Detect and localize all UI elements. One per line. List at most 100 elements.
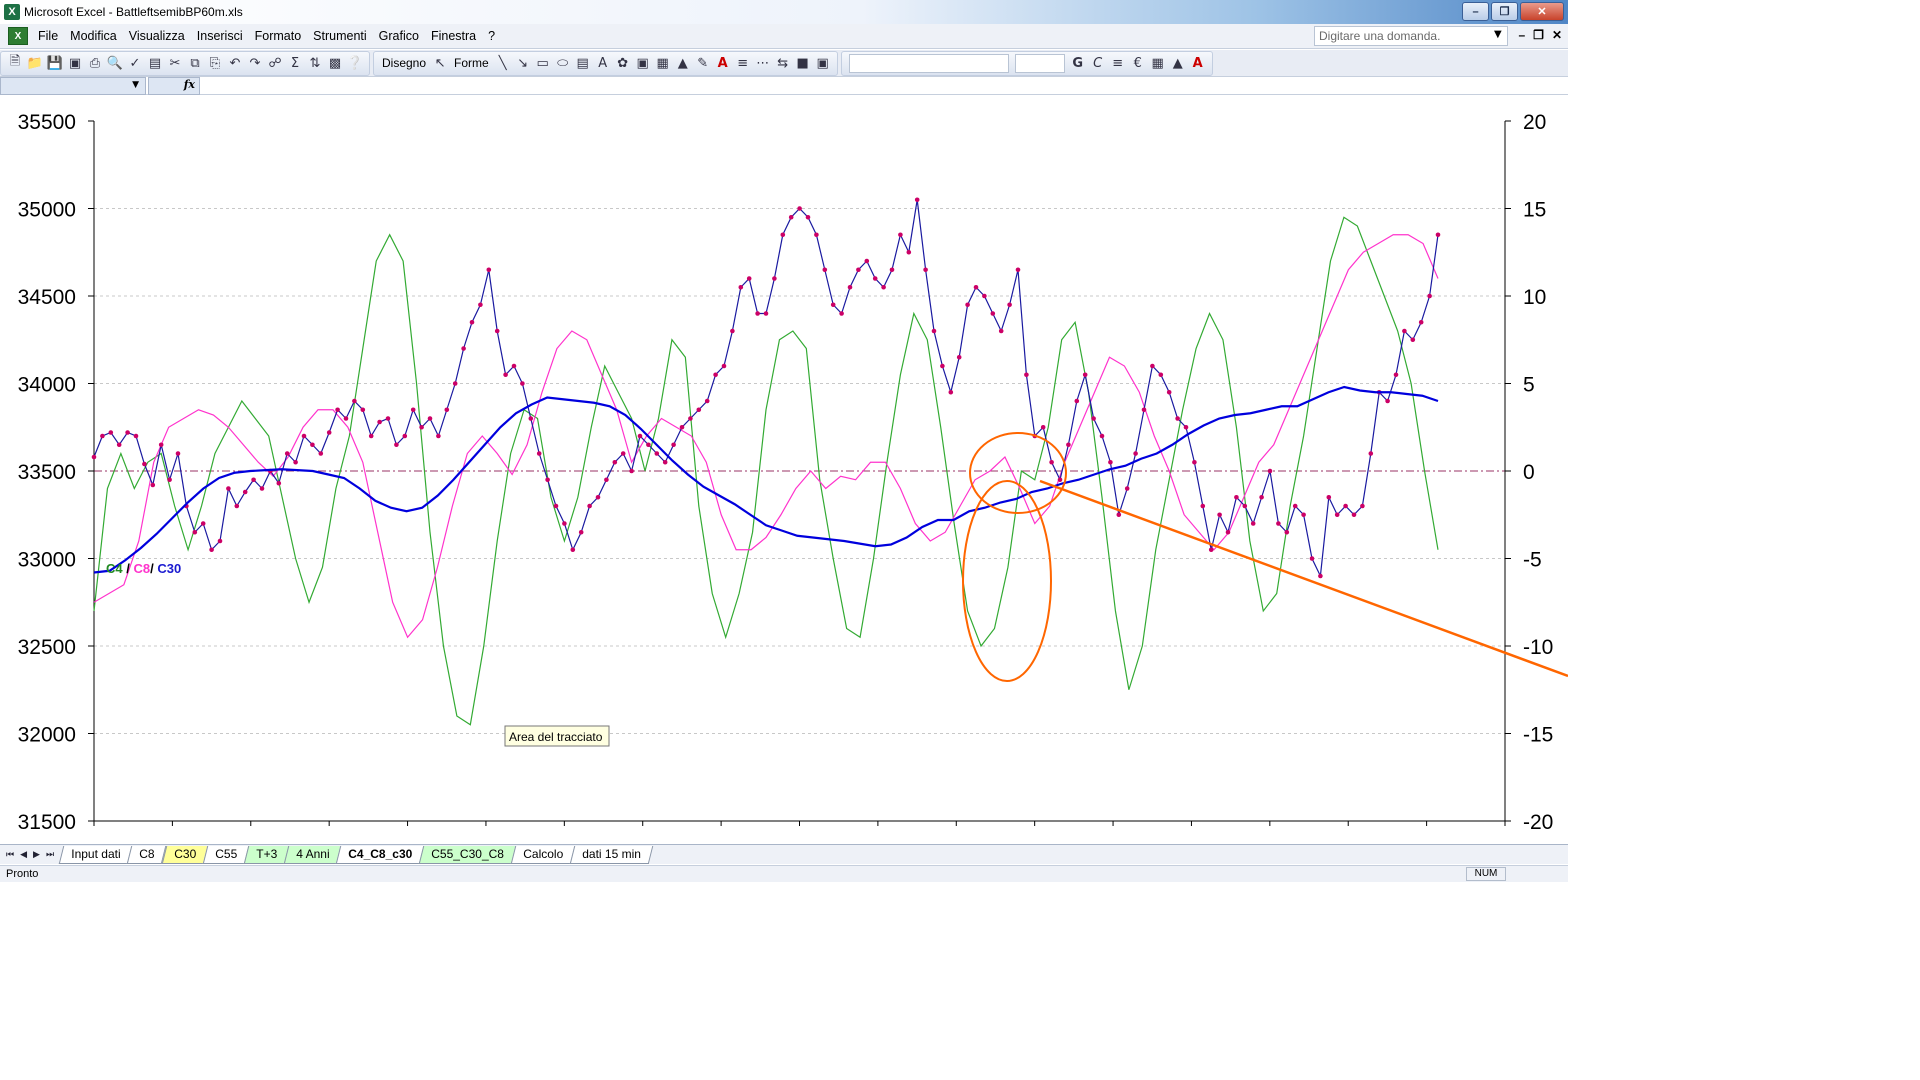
print-icon[interactable]: ⎙ — [89, 55, 101, 71]
name-box[interactable]: ▼ — [0, 77, 146, 95]
font-color-icon[interactable]: A — [717, 55, 728, 71]
paste-icon[interactable]: ⎘ — [209, 55, 221, 71]
menu-modifica[interactable]: Modifica — [70, 29, 117, 43]
arrow-style-icon[interactable]: ⇆ — [777, 55, 789, 71]
menu-finestra[interactable]: Finestra — [430, 29, 477, 43]
menu-grafico[interactable]: Grafico — [378, 29, 419, 43]
cut-icon[interactable]: ✂ — [169, 55, 181, 71]
diagram-icon[interactable]: ✿ — [617, 55, 629, 71]
borders-icon[interactable]: ▦ — [1151, 55, 1164, 71]
chart-wizard-icon[interactable]: ▩ — [328, 55, 342, 71]
menu-inserisci[interactable]: Inserisci — [196, 29, 243, 43]
sort-icon[interactable]: ⇅ — [309, 55, 321, 71]
new-file-icon[interactable]: 🗎 — [9, 54, 21, 69]
minimize-window-button[interactable]: – — [1462, 2, 1489, 21]
first-sheet-icon[interactable]: ⏮ — [6, 849, 15, 860]
menu-strumenti[interactable]: Strumenti — [313, 29, 367, 43]
redo-icon[interactable]: ↷ — [249, 55, 261, 71]
select-pointer-icon[interactable]: ↖ — [434, 55, 446, 71]
next-sheet-icon[interactable]: ▶ — [33, 849, 40, 860]
last-sheet-icon[interactable]: ⏭ — [45, 849, 55, 860]
menu-formato[interactable]: Formato — [254, 29, 302, 43]
italic-icon[interactable]: C — [1093, 55, 1103, 71]
tab-sheet-5[interactable]: 4 Anni — [283, 845, 342, 864]
series-price-point — [780, 232, 786, 238]
series-price-point — [965, 302, 970, 308]
shadow-icon[interactable]: ■ — [796, 55, 809, 71]
wordart-icon[interactable]: A — [598, 55, 608, 71]
textbox-icon[interactable]: ▤ — [576, 55, 589, 71]
chart-area[interactable]: 35500 35000 34500 34000 33500 33000 32500 32000… — [0, 96, 1569, 844]
autosum-icon[interactable]: Σ — [290, 55, 300, 71]
rectangle-tool-icon[interactable]: ▭ — [536, 55, 549, 71]
help-icon[interactable]: ❔ — [346, 55, 364, 71]
tab-sheet-6[interactable]: C4_C8_c30 — [335, 845, 425, 864]
dash-style-icon[interactable]: ⋯ — [756, 55, 770, 71]
tab-sheet-1[interactable]: C8 — [127, 845, 168, 864]
tab-sheet-7[interactable]: C55_C30_C8 — [419, 845, 517, 864]
picture-icon[interactable]: ▦ — [656, 55, 669, 71]
series-price-point — [1007, 302, 1012, 308]
line-color-icon[interactable]: ✎ — [697, 55, 709, 71]
tab-label: T+3 — [256, 846, 278, 861]
save-icon[interactable]: 💾 — [46, 55, 64, 71]
chart-svg[interactable]: 35500 35000 34500 34000 33500 33000 32500 32000… — [0, 96, 1569, 844]
copy-icon[interactable]: ⧉ — [190, 55, 200, 71]
open-folder-icon[interactable]: 📁 — [26, 55, 44, 71]
tab-sheet-2[interactable]: C30 — [161, 845, 209, 864]
y-right-tick-label: 20 — [1523, 111, 1546, 134]
menu-file[interactable]: File — [38, 29, 59, 43]
research-icon[interactable]: ▤ — [148, 55, 162, 71]
series-price-point — [906, 249, 912, 255]
clipart-icon[interactable]: ▣ — [636, 55, 649, 71]
fill-bucket-icon[interactable]: ▲ — [1172, 55, 1183, 71]
fill-color-icon[interactable]: ▲ — [677, 55, 688, 71]
series-price-point — [1360, 503, 1365, 509]
chevron-down-icon[interactable]: ▼ — [1494, 29, 1502, 40]
series-price-point — [587, 503, 592, 509]
y-right-tick-label: 15 — [1523, 199, 1546, 222]
oval-tool-icon[interactable]: ⬭ — [557, 55, 569, 71]
close-window-button[interactable]: ✕ — [1520, 2, 1564, 21]
series-price-point — [662, 459, 668, 465]
chevron-down-icon[interactable]: ▼ — [132, 80, 139, 90]
text-color-icon[interactable]: A — [1192, 55, 1203, 71]
arrow-tool-icon[interactable]: ↘ — [517, 55, 529, 71]
doc-restore-button[interactable]: ❐ — [1533, 28, 1544, 42]
print-preview-icon[interactable]: 🔍 — [106, 55, 124, 71]
tab-sheet-0[interactable]: Input dati — [58, 845, 133, 864]
font-size-combo[interactable] — [1014, 53, 1065, 73]
prev-sheet-icon[interactable]: ◀ — [20, 849, 28, 860]
tab-sheet-8[interactable]: Calcolo — [510, 845, 576, 864]
currency-icon[interactable]: € — [1133, 55, 1142, 71]
permission-icon[interactable]: ▣ — [68, 55, 82, 71]
workbook-icon[interactable]: X — [8, 27, 28, 45]
undo-icon[interactable]: ↶ — [229, 55, 241, 71]
tab-sheet-4[interactable]: T+3 — [243, 845, 290, 864]
help-question-input[interactable]: Digitare una domanda. — [1314, 26, 1508, 46]
line-style-icon[interactable]: ≡ — [737, 55, 749, 71]
line-tool-icon[interactable]: ╲ — [498, 55, 507, 71]
fx-icon[interactable]: fx — [148, 77, 200, 95]
spelling-icon[interactable]: ✓ — [129, 55, 141, 71]
forme-button[interactable]: Forme — [454, 56, 489, 70]
svg-text:C4 / C8/ C30: C4 / C8/ C30 — [106, 561, 181, 576]
doc-close-button[interactable]: ✕ — [1551, 28, 1562, 42]
3d-icon[interactable]: ▣ — [816, 55, 829, 71]
series-price-point — [948, 389, 954, 395]
bold-icon[interactable]: G — [1072, 55, 1084, 71]
hyperlink-icon[interactable]: ☍ — [268, 55, 282, 71]
series-price-point — [1040, 424, 1046, 430]
align-icon[interactable]: ≡ — [1112, 55, 1124, 71]
doc-minimize-button[interactable]: – — [1518, 28, 1526, 42]
font-name-combo[interactable] — [848, 53, 1009, 73]
series-price-point — [469, 319, 475, 325]
tab-sheet-3[interactable]: C55 — [202, 845, 250, 864]
disegno-button[interactable]: Disegno — [382, 56, 427, 70]
tab-sheet-9[interactable]: dati 15 min — [569, 845, 653, 864]
series-price-point — [814, 232, 819, 238]
restore-window-button[interactable]: ❐ — [1491, 2, 1518, 21]
menu-help[interactable]: ? — [488, 29, 496, 43]
menu-visualizza[interactable]: Visualizza — [128, 29, 185, 43]
series-price-point — [503, 372, 508, 378]
